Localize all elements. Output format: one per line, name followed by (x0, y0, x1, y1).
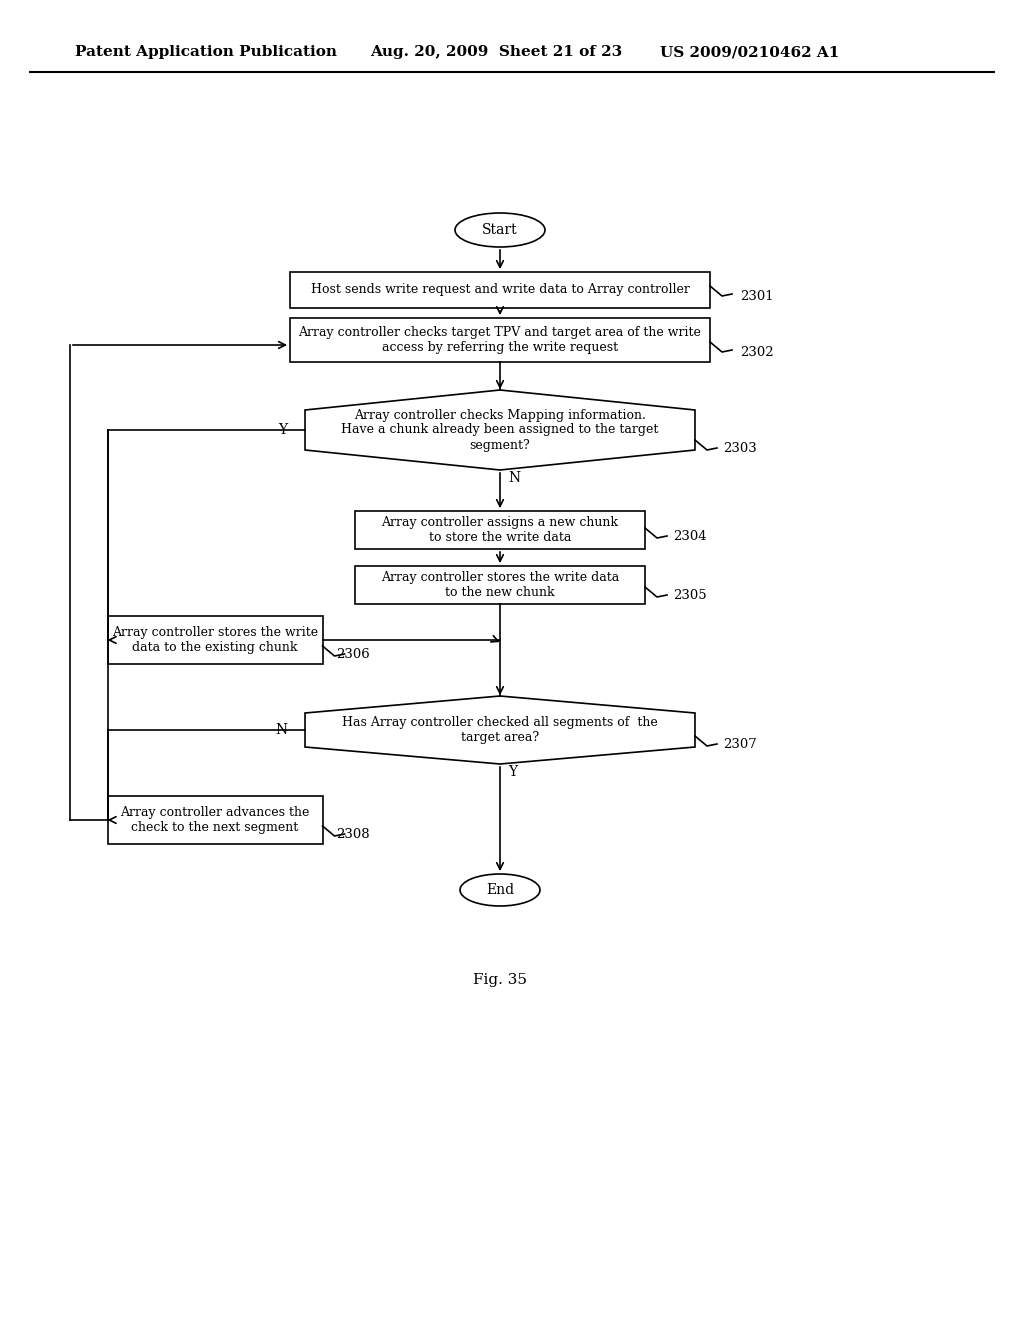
Text: 2303: 2303 (723, 442, 757, 455)
Ellipse shape (455, 213, 545, 247)
Text: Fig. 35: Fig. 35 (473, 973, 527, 987)
Polygon shape (305, 389, 695, 470)
Text: End: End (486, 883, 514, 898)
Bar (290, 318, 710, 362)
Text: 2307: 2307 (723, 738, 757, 751)
Text: Array controller checks target TPV and target area of the write
access by referr: Array controller checks target TPV and t… (299, 326, 701, 354)
Text: 2301: 2301 (740, 290, 773, 304)
Polygon shape (305, 696, 695, 764)
Text: Array controller assigns a new chunk
to store the write data: Array controller assigns a new chunk to … (382, 516, 618, 544)
Bar (355, 566, 645, 605)
Text: Array controller stores the write
data to the existing chunk: Array controller stores the write data t… (112, 626, 318, 653)
Text: Has Array controller checked all segments of  the
target area?: Has Array controller checked all segment… (342, 715, 657, 744)
Bar (355, 511, 645, 549)
Text: 2306: 2306 (337, 648, 371, 661)
Text: Y: Y (508, 766, 517, 779)
Ellipse shape (460, 874, 540, 906)
Bar (290, 272, 710, 308)
Bar (108, 796, 323, 843)
Text: Patent Application Publication: Patent Application Publication (75, 45, 337, 59)
Text: Array controller stores the write data
to the new chunk: Array controller stores the write data t… (381, 572, 620, 599)
Text: 2302: 2302 (740, 346, 773, 359)
Text: Host sends write request and write data to Array controller: Host sends write request and write data … (310, 284, 689, 297)
Text: Array controller advances the
check to the next segment: Array controller advances the check to t… (120, 807, 309, 834)
Text: 2308: 2308 (337, 828, 370, 841)
Text: 2305: 2305 (673, 589, 707, 602)
Text: N: N (274, 723, 287, 737)
Text: Array controller checks Mapping information.
Have a chunk already been assigned : Array controller checks Mapping informat… (341, 408, 658, 451)
Text: N: N (508, 471, 520, 484)
Text: Aug. 20, 2009  Sheet 21 of 23: Aug. 20, 2009 Sheet 21 of 23 (370, 45, 623, 59)
Text: Start: Start (482, 223, 518, 238)
Text: 2304: 2304 (673, 531, 707, 543)
Bar (108, 616, 323, 664)
Text: US 2009/0210462 A1: US 2009/0210462 A1 (660, 45, 840, 59)
Text: Y: Y (278, 422, 287, 437)
